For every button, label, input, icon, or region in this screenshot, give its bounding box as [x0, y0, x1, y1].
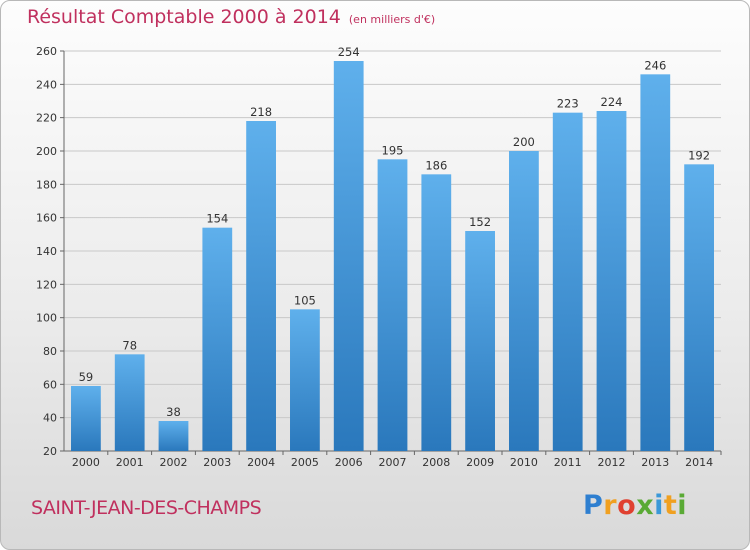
data-label: 254 — [338, 45, 360, 59]
y-tick-label: 200 — [36, 145, 57, 158]
logo-letter: i — [677, 490, 688, 521]
logo-letter: t — [663, 490, 678, 521]
bar — [684, 164, 714, 452]
x-tick-label: 2011 — [554, 456, 582, 469]
bar — [246, 121, 276, 451]
x-tick-label: 2008 — [422, 456, 450, 469]
data-label: 154 — [206, 212, 228, 226]
x-tick-label: 2013 — [641, 456, 669, 469]
data-label: 246 — [644, 58, 666, 72]
bar — [377, 159, 408, 452]
bar — [640, 74, 671, 451]
chart-title: Résultat Comptable 2000 à 2014 (en millie… — [27, 6, 435, 28]
bar — [114, 354, 145, 451]
data-label: 78 — [122, 338, 137, 352]
y-tick-label: 160 — [36, 212, 57, 225]
bar — [158, 421, 189, 451]
bar — [202, 227, 233, 451]
data-label: 223 — [557, 97, 579, 111]
data-label: 192 — [688, 148, 710, 162]
x-tick-label: 2014 — [685, 456, 713, 469]
data-label: 224 — [601, 95, 623, 109]
bar — [465, 231, 495, 451]
y-tick-label: 80 — [43, 345, 57, 358]
city-name: SAINT-JEAN-DES-CHAMPS — [31, 497, 262, 519]
logo-letter: i — [654, 490, 664, 521]
x-tick-label: 2009 — [466, 456, 494, 469]
bar — [333, 61, 364, 451]
y-tick-label: 220 — [36, 112, 57, 125]
bar — [71, 386, 101, 451]
y-tick-label: 240 — [36, 78, 57, 91]
data-label: 38 — [166, 405, 181, 419]
x-tick-label: 2004 — [247, 456, 275, 469]
x-tick-label: 2007 — [379, 456, 407, 469]
x-tick-label: 2010 — [510, 456, 538, 469]
y-tick-label: 20 — [43, 445, 57, 458]
logo-letter: o — [617, 490, 637, 521]
x-tick-label: 2006 — [335, 456, 363, 469]
bar — [552, 112, 583, 452]
bar — [290, 309, 320, 451]
y-tick-label: 140 — [36, 245, 57, 258]
data-label: 186 — [425, 158, 447, 172]
logo-letter: r — [603, 490, 618, 521]
x-tick-label: 2003 — [203, 456, 231, 469]
logo-letter: x — [636, 490, 655, 521]
y-tick-label: 100 — [36, 312, 57, 325]
x-tick-label: 2002 — [160, 456, 188, 469]
x-tick-label: 2012 — [598, 456, 626, 469]
data-label: 218 — [250, 105, 272, 119]
y-tick-label: 120 — [36, 278, 57, 291]
proxiti-logo[interactable]: Proxiti — [583, 490, 687, 521]
data-label: 200 — [513, 135, 535, 149]
logo-letter: P — [583, 490, 604, 521]
y-tick-label: 180 — [36, 178, 57, 191]
y-tick-label: 60 — [43, 378, 57, 391]
x-tick-label: 2000 — [72, 456, 100, 469]
bar-chart: 20 40 60 80 100 120 140 160 180 200 220 240 260 2000 2… — [36, 45, 722, 469]
data-label: 59 — [79, 370, 94, 384]
data-label: 195 — [382, 143, 404, 157]
chart-subtitle: (en milliers d'€) — [348, 13, 436, 26]
data-label: 105 — [294, 293, 316, 307]
y-tick-label: 40 — [43, 412, 57, 425]
bar — [421, 174, 452, 452]
x-tick-label: 2005 — [291, 456, 319, 469]
x-tick-label: 2001 — [116, 456, 144, 469]
chart-title-text: Résultat Comptable 2000 à 2014 — [27, 6, 341, 28]
data-label: 152 — [469, 215, 491, 229]
bar — [596, 111, 627, 451]
y-tick-label: 260 — [36, 45, 57, 58]
bar — [509, 151, 539, 451]
